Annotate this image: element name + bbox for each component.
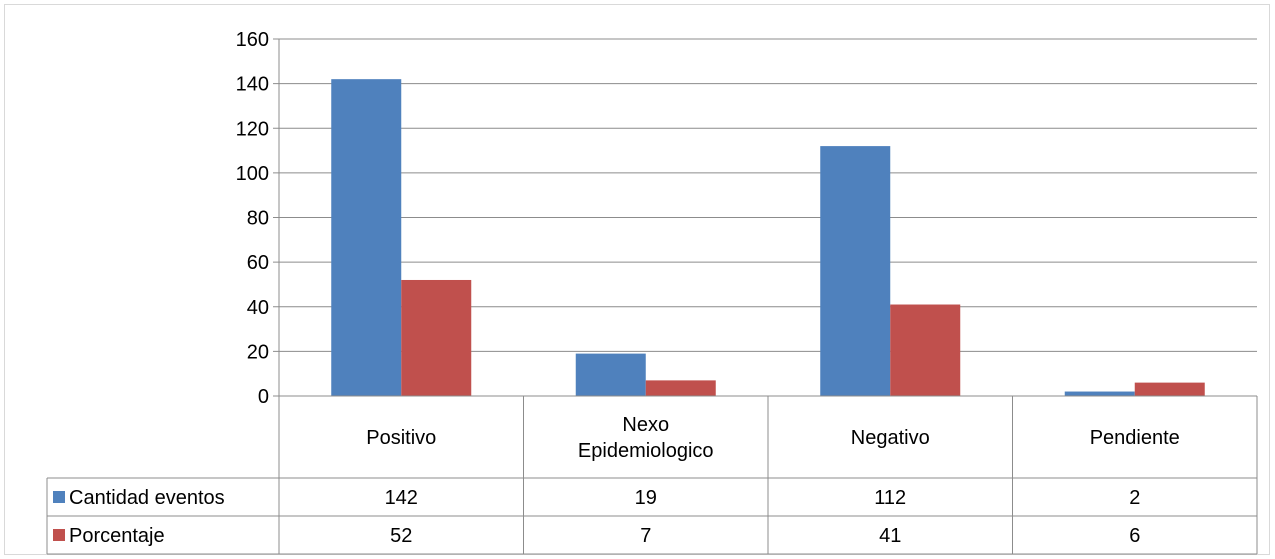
legend-key xyxy=(53,491,65,503)
y-tick-label: 0 xyxy=(258,386,269,408)
y-tick-label: 120 xyxy=(236,118,269,140)
bar-cantidad-eventos xyxy=(331,79,401,396)
y-tick-label: 80 xyxy=(247,208,269,230)
y-tick-label: 100 xyxy=(236,163,269,185)
bar-cantidad-eventos xyxy=(576,354,646,396)
data-table: Positivo Nexo Epidemiologico Negativo Pendie… xyxy=(47,396,1257,554)
table-cell-value: 2 xyxy=(1129,487,1140,509)
category-label: Pendiente xyxy=(1090,427,1180,449)
table-cell-value: 41 xyxy=(879,525,901,547)
bar-porcentaje xyxy=(890,305,960,396)
bar-porcentaje xyxy=(1135,383,1205,396)
table-cell-value: 7 xyxy=(640,525,651,547)
table-cell-value: 6 xyxy=(1129,525,1140,547)
legend-key xyxy=(53,529,65,541)
series-name: Cantidad eventos xyxy=(69,487,225,509)
category-label: Epidemiologico xyxy=(578,440,714,462)
bar-cantidad-eventos xyxy=(1065,392,1135,396)
table-cell-value: 19 xyxy=(635,487,657,509)
bar-porcentaje xyxy=(646,380,716,396)
bar-chart-with-data-table: 0 20 40 60 80 100 120 140 160 Positivo Nexo Epidem… xyxy=(5,5,1271,556)
y-axis: 0 20 40 60 80 100 120 140 160 xyxy=(236,29,279,408)
y-tick-label: 160 xyxy=(236,29,269,51)
table-cell-value: 142 xyxy=(385,487,418,509)
category-label: Nexo xyxy=(622,414,669,436)
bars xyxy=(331,79,1205,396)
y-tick-label: 40 xyxy=(247,297,269,319)
category-label: Positivo xyxy=(366,427,436,449)
table-cell-value: 112 xyxy=(874,487,906,509)
y-tick-label: 140 xyxy=(236,74,269,96)
chart-frame: 0 20 40 60 80 100 120 140 160 Positivo Nexo Epidem… xyxy=(4,4,1270,555)
table-cell-value: 52 xyxy=(390,525,412,547)
y-tick-label: 20 xyxy=(247,341,269,363)
series-name: Porcentaje xyxy=(69,525,165,547)
bar-porcentaje xyxy=(401,280,471,396)
category-label: Negativo xyxy=(851,427,930,449)
y-tick-label: 60 xyxy=(247,252,269,274)
bar-cantidad-eventos xyxy=(820,146,890,396)
